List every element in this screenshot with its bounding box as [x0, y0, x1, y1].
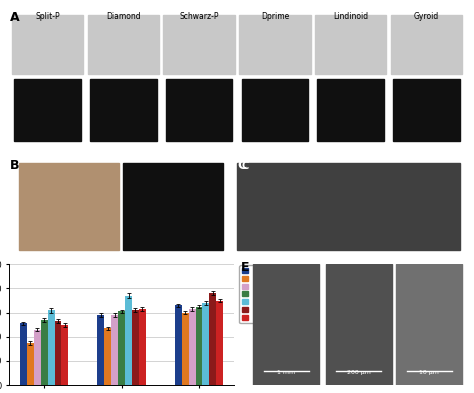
Bar — [326, 264, 392, 385]
Bar — [12, 15, 83, 75]
Bar — [62, 325, 68, 385]
Bar — [164, 15, 235, 75]
Bar — [166, 79, 232, 141]
Bar — [88, 15, 159, 75]
Bar — [41, 320, 47, 385]
Text: C: C — [242, 161, 249, 171]
Text: Lindinoid: Lindinoid — [333, 12, 368, 21]
Text: Gyroid: Gyroid — [414, 12, 439, 21]
Text: E: E — [240, 261, 249, 274]
Bar — [174, 305, 182, 385]
Bar — [253, 264, 319, 385]
Bar — [318, 79, 384, 141]
Bar — [210, 293, 217, 385]
Bar — [237, 163, 460, 250]
Bar — [217, 301, 223, 385]
Bar — [182, 312, 189, 385]
Bar — [202, 303, 210, 385]
Text: C: C — [237, 159, 246, 172]
Bar — [123, 163, 223, 250]
Bar — [104, 328, 111, 385]
Text: Diamond: Diamond — [106, 12, 141, 21]
Text: Schwarz-P: Schwarz-P — [179, 12, 219, 21]
Text: B: B — [9, 159, 19, 172]
Bar — [189, 309, 195, 385]
Bar — [111, 315, 118, 385]
Bar — [195, 307, 202, 385]
Bar — [391, 15, 462, 75]
Bar — [393, 79, 460, 141]
Text: 10 μm: 10 μm — [419, 371, 439, 375]
Text: Dprime: Dprime — [261, 12, 289, 21]
Bar — [132, 310, 139, 385]
Bar — [90, 79, 156, 141]
Bar — [18, 163, 118, 250]
Bar — [19, 323, 27, 385]
Bar — [396, 264, 462, 385]
Text: 200 μm: 200 μm — [347, 371, 371, 375]
Bar — [125, 296, 132, 385]
Bar — [242, 79, 308, 141]
Legend: Split-P, Diamond, Schwarz-P, Dprime, Lindinoid, Gyroid, Cross-hatch: Split-P, Diamond, Schwarz-P, Dprime, Lin… — [239, 265, 298, 323]
Bar — [34, 330, 41, 385]
Bar — [315, 15, 386, 75]
Bar — [97, 315, 104, 385]
Bar — [27, 343, 34, 385]
Bar — [55, 321, 62, 385]
Bar — [47, 310, 55, 385]
Text: A: A — [9, 11, 19, 24]
Bar — [14, 79, 81, 141]
Bar — [118, 311, 125, 385]
Bar — [239, 15, 310, 75]
Text: 1 mm: 1 mm — [277, 371, 295, 375]
Bar — [139, 309, 146, 385]
Text: Split-P: Split-P — [35, 12, 60, 21]
